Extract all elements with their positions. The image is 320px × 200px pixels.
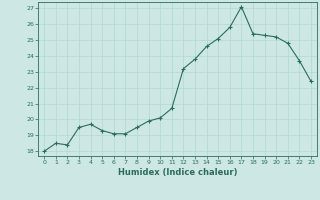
- X-axis label: Humidex (Indice chaleur): Humidex (Indice chaleur): [118, 168, 237, 177]
